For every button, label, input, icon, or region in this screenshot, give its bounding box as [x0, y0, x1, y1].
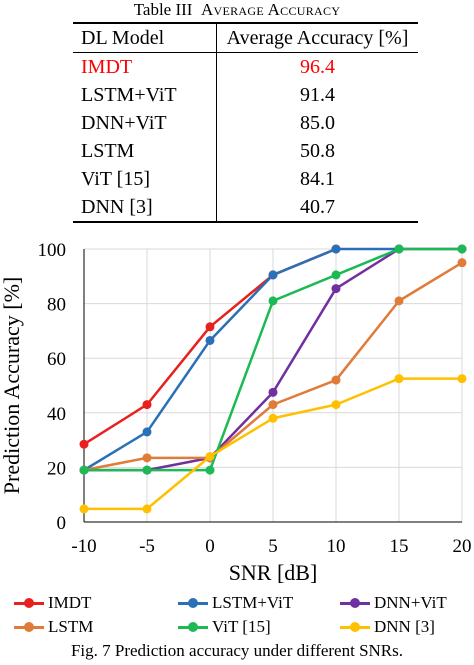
legend-swatch — [178, 620, 208, 634]
table-row: IMDT 96.4 — [73, 52, 418, 81]
y-axis-label: Prediction Accuracy [%] — [0, 277, 24, 494]
accuracy-line-chart: 0 20 40 60 80 100 -10 -5 0 5 10 15 20 SNR [dB] Predict… — [0, 240, 472, 585]
data-point — [394, 296, 404, 306]
model-cell: DNN+ViT — [73, 109, 217, 137]
legend-item: IMDT — [14, 592, 91, 614]
data-point — [331, 244, 341, 254]
table-caption-title: Average Accuracy — [200, 0, 341, 19]
x-tick-label: 0 — [205, 536, 215, 557]
legend-item: DNN+ViT — [340, 592, 447, 614]
data-point — [142, 453, 152, 463]
data-point — [457, 244, 467, 254]
legend-swatch — [340, 596, 370, 610]
data-point — [142, 427, 152, 437]
legend-swatch — [340, 620, 370, 634]
figure-caption: Fig. 7 Prediction accuracy under differe… — [70, 641, 404, 660]
model-cell: LSTM+ViT — [73, 81, 217, 109]
model-cell: IMDT — [73, 52, 217, 81]
legend-item: ViT [15] — [178, 616, 271, 638]
data-point — [205, 465, 215, 475]
accuracy-table: DL Model Average Accuracy [%] IMDT 96.4 … — [73, 22, 418, 223]
table-row: LSTM 50.8 — [73, 137, 418, 165]
data-point — [394, 374, 404, 384]
accuracy-cell: 84.1 — [300, 167, 335, 190]
data-point — [331, 375, 341, 385]
data-point — [268, 400, 278, 410]
data-point — [142, 465, 152, 475]
data-point — [205, 451, 215, 461]
model-cell: LSTM — [73, 137, 217, 165]
accuracy-cell: 96.4 — [300, 55, 335, 78]
legend-item: LSTM — [14, 616, 93, 638]
table-caption-prefix: Table III — [133, 0, 193, 19]
legend-swatch — [178, 596, 208, 610]
data-point — [79, 504, 89, 514]
data-point — [457, 374, 467, 384]
data-point — [457, 258, 467, 268]
legend-swatch — [14, 620, 44, 634]
x-tick-label: 20 — [453, 536, 472, 557]
accuracy-cell: 85.0 — [300, 111, 335, 134]
x-axis-label: SNR [dB] — [229, 560, 318, 585]
x-tick-label: -10 — [71, 536, 96, 557]
y-tick-label: 100 — [38, 240, 67, 261]
legend-label: DNN+ViT — [374, 593, 447, 612]
y-tick-label: 80 — [47, 295, 66, 316]
legend-label: LSTM+ViT — [212, 593, 294, 612]
data-point — [268, 270, 278, 280]
legend-label: ViT [15] — [212, 617, 271, 636]
y-tick-label: 40 — [47, 404, 66, 425]
table-row: DNN [3] 40.7 — [73, 193, 418, 223]
table-row: LSTM+ViT 91.4 — [73, 81, 418, 109]
x-tick-label: -5 — [139, 536, 155, 557]
legend-label: IMDT — [48, 593, 92, 612]
data-point — [79, 465, 89, 475]
y-tick-label: 20 — [47, 458, 66, 479]
y-tick-label: 60 — [47, 349, 66, 370]
x-tick-label: 15 — [390, 536, 409, 557]
legend-label: LSTM — [48, 617, 94, 636]
table-header-row: DL Model Average Accuracy [%] — [73, 22, 418, 53]
data-point — [331, 400, 341, 410]
data-point — [79, 439, 89, 449]
model-cell: ViT [15] — [73, 165, 217, 193]
model-cell: DNN [3] — [73, 193, 217, 223]
data-point — [331, 284, 341, 294]
legend-swatch — [14, 596, 44, 610]
data-point — [205, 322, 215, 332]
chart-legend: IMDT LSTM+ViT DNN+ViT LSTM ViT [15] DNN [3] — [0, 592, 474, 638]
accuracy-cell: 91.4 — [300, 83, 335, 106]
data-point — [142, 504, 152, 514]
legend-item: DNN [3] — [340, 616, 435, 638]
x-tick-label: 10 — [327, 536, 346, 557]
table-row: ViT [15] 84.1 — [73, 165, 418, 193]
column-header-model: DL Model — [73, 22, 217, 53]
data-point — [205, 335, 215, 345]
legend-item: LSTM+ViT — [178, 592, 293, 614]
data-point — [331, 270, 341, 280]
data-point — [268, 413, 278, 423]
x-tick-label: 5 — [268, 536, 278, 557]
data-point — [268, 296, 278, 306]
table-caption: Table III Average Accuracy — [0, 0, 474, 20]
y-tick-label: 0 — [57, 513, 67, 534]
accuracy-cell: 40.7 — [216, 193, 418, 223]
data-point — [394, 244, 404, 254]
series-line — [83, 247, 399, 472]
column-header-accuracy: Average Accuracy [%] — [216, 22, 418, 53]
data-point — [268, 387, 278, 397]
table-row: DNN+ViT 85.0 — [73, 109, 418, 137]
data-point — [142, 400, 152, 410]
legend-label: DNN [3] — [374, 617, 435, 636]
accuracy-cell: 50.8 — [300, 139, 335, 162]
